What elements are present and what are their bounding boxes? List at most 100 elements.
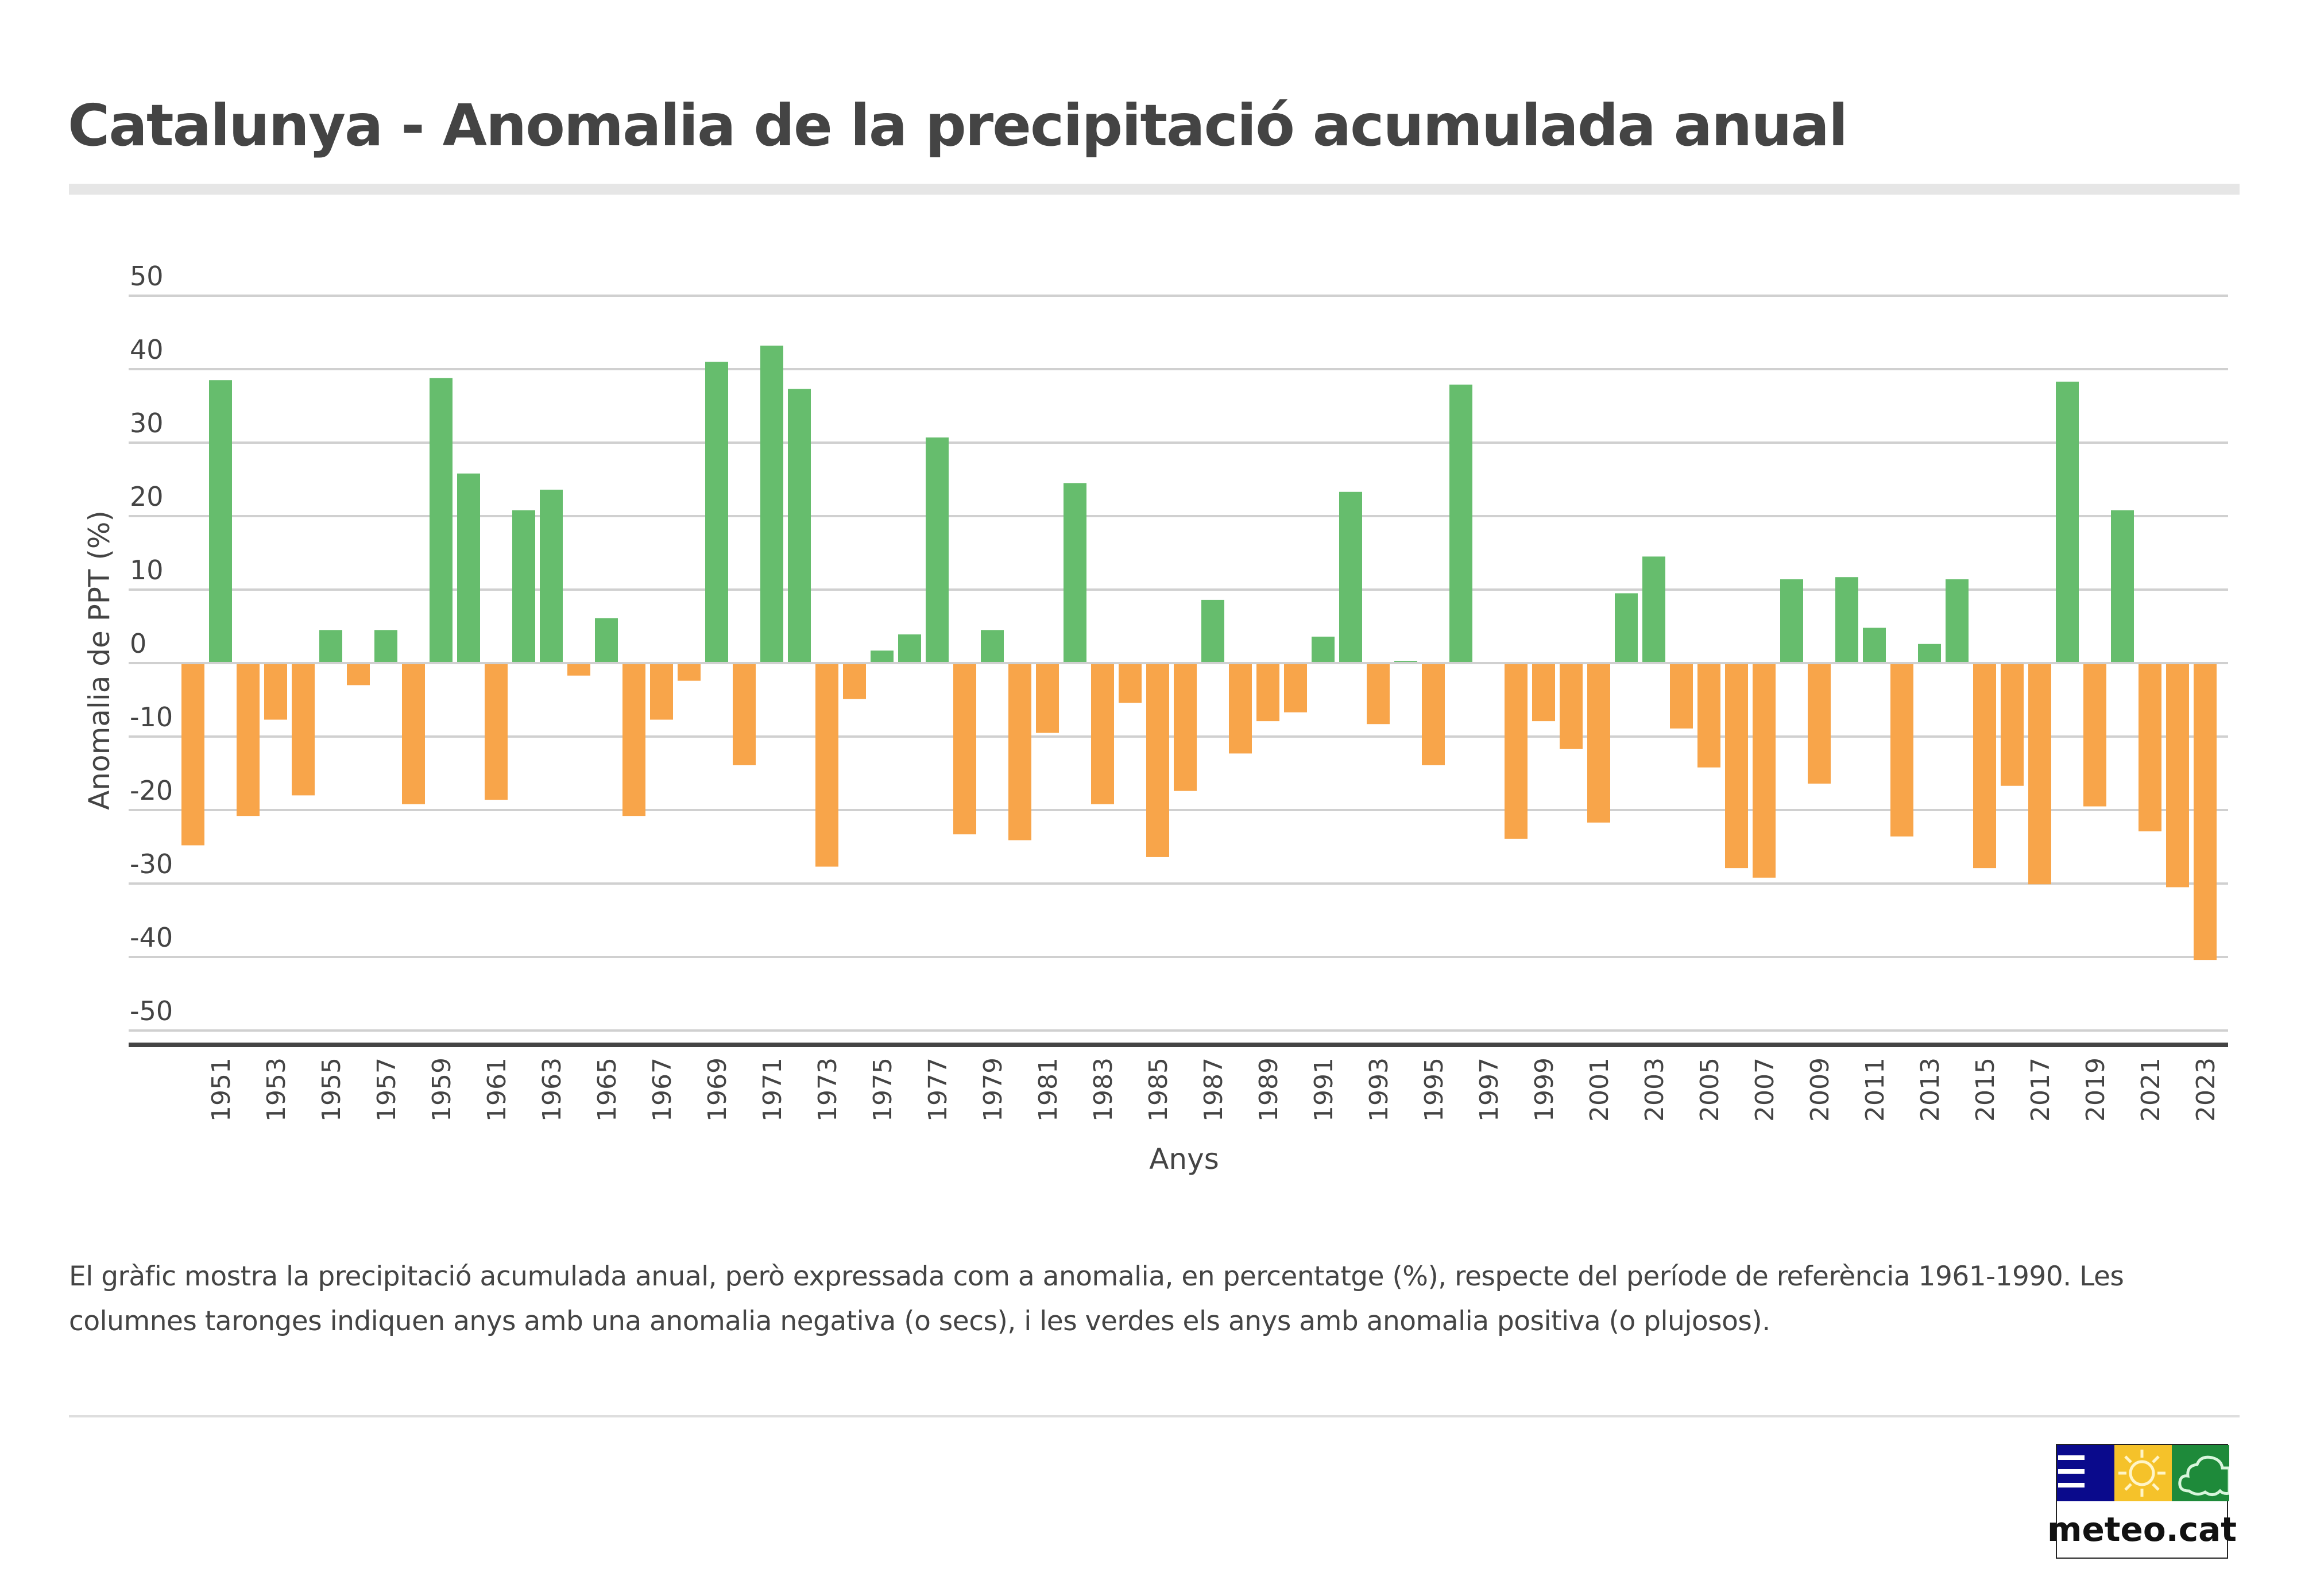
- page-title: Catalunya - Anomalia de la precipitació …: [68, 92, 1848, 159]
- bar-2014[interactable]: [1946, 579, 1969, 662]
- x-tick-label: 1951: [207, 1057, 236, 1122]
- bar-1957[interactable]: [374, 630, 397, 662]
- y-axis-ticks: 50 40 30 20 10 0 -10 -20 -30 -40 -50: [130, 261, 173, 1026]
- bar-1990[interactable]: [1284, 664, 1307, 712]
- y-tick-label: 10: [130, 555, 164, 586]
- bar-2016[interactable]: [2001, 664, 2024, 786]
- bar-2015[interactable]: [1973, 664, 1996, 869]
- x-tick-label: 1993: [1364, 1057, 1394, 1122]
- bar-1961[interactable]: [485, 664, 508, 800]
- bar-2023[interactable]: [2194, 664, 2217, 960]
- y-tick-label: 50: [130, 261, 164, 292]
- bar-2005[interactable]: [1697, 664, 1720, 768]
- x-tick-label: 1977: [923, 1057, 953, 1122]
- bar-2020[interactable]: [2111, 510, 2134, 662]
- bar-1989[interactable]: [1256, 664, 1279, 722]
- bar-1986[interactable]: [1174, 664, 1197, 791]
- bar-1975[interactable]: [871, 650, 894, 662]
- bar-2022[interactable]: [2166, 664, 2189, 888]
- bar-2011[interactable]: [1863, 627, 1886, 662]
- bar-1977[interactable]: [926, 437, 949, 662]
- chart-description: El gràfic mostra la precipitació acumula…: [69, 1261, 2124, 1337]
- bar-1953[interactable]: [264, 664, 287, 720]
- bar-2010[interactable]: [1835, 577, 1858, 662]
- y-tick-label: -30: [130, 849, 173, 880]
- bar-1983[interactable]: [1091, 664, 1114, 804]
- bar-1973[interactable]: [815, 664, 838, 867]
- bar-1996[interactable]: [1449, 384, 1472, 662]
- y-tick-label: 30: [130, 408, 164, 439]
- x-tick-label: 1987: [1199, 1057, 1228, 1122]
- bar-1963[interactable]: [540, 489, 563, 662]
- bar-1971[interactable]: [760, 346, 783, 662]
- bar-1967[interactable]: [650, 664, 673, 720]
- bar-2007[interactable]: [1753, 664, 1776, 878]
- bar-1951[interactable]: [209, 380, 232, 662]
- bar-1969[interactable]: [705, 362, 728, 662]
- bar-2018[interactable]: [2056, 381, 2079, 662]
- bar-1991[interactable]: [1312, 636, 1335, 662]
- bar-1984[interactable]: [1119, 664, 1142, 703]
- bar-2002[interactable]: [1615, 593, 1638, 662]
- x-tick-label: 2009: [1805, 1057, 1835, 1122]
- bar-1976[interactable]: [898, 634, 921, 662]
- bar-2008[interactable]: [1780, 579, 1803, 662]
- bar-1988[interactable]: [1229, 664, 1252, 754]
- x-tick-label: 1971: [758, 1057, 787, 1122]
- bar-1959[interactable]: [430, 378, 453, 662]
- bar-1972[interactable]: [788, 389, 811, 662]
- bar-1978[interactable]: [953, 664, 976, 835]
- bar-1965[interactable]: [595, 618, 618, 662]
- bar-1993[interactable]: [1367, 664, 1390, 725]
- bar-1981[interactable]: [1036, 664, 1059, 733]
- title-divider: [69, 184, 2240, 195]
- bar-1980[interactable]: [1008, 664, 1031, 840]
- bar-1985[interactable]: [1146, 664, 1169, 857]
- bar-2013[interactable]: [1918, 644, 1941, 662]
- bar-1999[interactable]: [1532, 664, 1555, 722]
- bar-1995[interactable]: [1422, 664, 1445, 765]
- bar-1974[interactable]: [843, 664, 866, 699]
- bar-2001[interactable]: [1587, 664, 1610, 823]
- bar-1994[interactable]: [1394, 661, 1417, 662]
- x-tick-label: 1973: [813, 1057, 842, 1122]
- y-tick-label: -50: [130, 995, 173, 1026]
- bar-1979[interactable]: [981, 630, 1004, 662]
- x-tick-label: 1955: [317, 1057, 346, 1122]
- bar-1954[interactable]: [292, 664, 315, 796]
- bar-1956[interactable]: [347, 664, 370, 685]
- bar-2021[interactable]: [2139, 664, 2161, 832]
- bar-2009[interactable]: [1808, 664, 1831, 784]
- bar-1998[interactable]: [1505, 664, 1528, 839]
- bar-1992[interactable]: [1339, 491, 1362, 662]
- bar-2006[interactable]: [1725, 664, 1748, 869]
- x-axis-ticks: 1951 1953 1955 1957 1959 1961 1963 1965 1967 1969…: [207, 1057, 2221, 1122]
- bar-1982[interactable]: [1064, 483, 1086, 662]
- bar-1958[interactable]: [402, 664, 425, 804]
- bar-2017[interactable]: [2028, 664, 2051, 885]
- bar-1952[interactable]: [237, 664, 260, 816]
- bar-1950[interactable]: [181, 664, 204, 846]
- bar-2019[interactable]: [2083, 664, 2106, 807]
- bar-1987[interactable]: [1201, 599, 1224, 662]
- meteocat-logo[interactable]: meteo.cat: [2047, 1444, 2237, 1559]
- x-tick-label: 1989: [1254, 1057, 1283, 1122]
- x-tick-label: 2011: [1861, 1057, 1890, 1122]
- bar-1955[interactable]: [319, 630, 342, 662]
- bar-1960[interactable]: [457, 473, 480, 662]
- x-tick-label: 2013: [1916, 1057, 1945, 1122]
- bar-2012[interactable]: [1890, 664, 1913, 837]
- x-tick-label: 1969: [703, 1057, 732, 1122]
- y-tick-label: 20: [130, 481, 164, 512]
- x-tick-label: 2005: [1695, 1057, 1724, 1122]
- bar-1962[interactable]: [512, 510, 535, 662]
- bar-1968[interactable]: [678, 664, 701, 681]
- bar-1970[interactable]: [733, 664, 756, 765]
- bar-2004[interactable]: [1670, 664, 1693, 729]
- bar-1964[interactable]: [567, 664, 590, 676]
- bar-2003[interactable]: [1642, 556, 1665, 662]
- bar-1966[interactable]: [622, 664, 645, 816]
- x-tick-label: 2007: [1750, 1057, 1780, 1122]
- x-tick-label: 1975: [868, 1057, 898, 1122]
- bar-2000[interactable]: [1560, 664, 1583, 749]
